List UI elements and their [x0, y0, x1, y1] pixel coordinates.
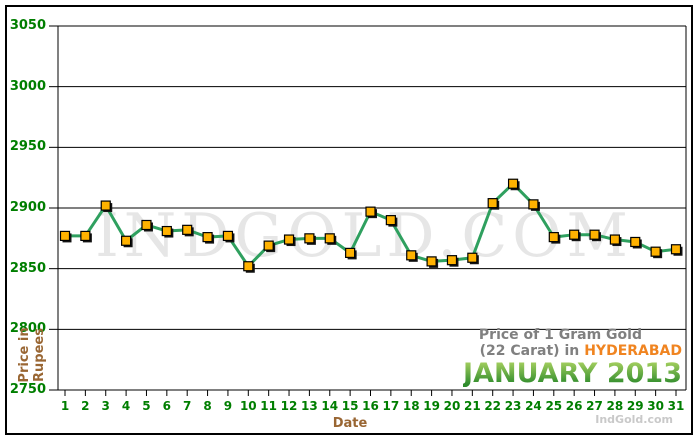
- x-axis-title: Date: [332, 416, 368, 431]
- data-point-marker: [569, 229, 580, 240]
- data-point-marker: [100, 200, 111, 211]
- data-point-marker: [365, 206, 376, 217]
- data-point-marker: [609, 234, 621, 245]
- caption-period: JANUARY 2013: [463, 358, 682, 389]
- caption-line2: (22 Carat) in HYDERABAD: [463, 343, 682, 359]
- data-point-marker: [589, 229, 600, 240]
- y-axis-title-line2: Rupees: [32, 328, 47, 382]
- data-point-marker: [120, 235, 132, 246]
- data-point-marker: [548, 232, 559, 243]
- data-point-marker: [406, 250, 417, 261]
- data-point-marker: [59, 230, 71, 242]
- site-credit: IndGold.com: [595, 413, 673, 426]
- y-axis-title: Price in Rupees: [17, 314, 49, 396]
- data-point-marker: [283, 234, 295, 245]
- data-point-marker: [324, 233, 335, 244]
- data-point-marker: [507, 178, 519, 189]
- data-point-marker: [650, 246, 661, 257]
- caption-city: HYDERABAD: [584, 343, 682, 359]
- data-point-marker: [243, 261, 254, 272]
- price-line: [63, 182, 678, 268]
- data-point-marker: [446, 255, 458, 266]
- data-point-marker: [467, 252, 478, 263]
- data-point-marker: [80, 230, 91, 242]
- data-point-marker: [487, 198, 498, 209]
- data-point-marker: [630, 236, 641, 248]
- y-axis-title-line1: Price in: [17, 327, 32, 383]
- data-point-marker: [426, 256, 437, 267]
- data-point-marker: [528, 199, 539, 210]
- chart-caption: Price of 1 Gram Gold (22 Carat) in HYDERA…: [463, 327, 682, 387]
- data-point-marker: [141, 219, 152, 231]
- data-point-marker: [202, 232, 213, 243]
- image-border: [5, 5, 693, 435]
- data-point-marker: [161, 225, 172, 237]
- caption-line1: Price of 1 Gram Gold: [478, 327, 642, 343]
- data-point-marker: [345, 247, 356, 258]
- data-point-marker: [304, 233, 315, 244]
- data-point-marker: [385, 215, 396, 226]
- data-point-marker: [263, 240, 274, 251]
- data-point-marker: [222, 230, 234, 242]
- data-point-marker: [670, 244, 682, 255]
- data-point-marker: [182, 224, 193, 235]
- caption-carat-text: (22 Carat) in: [479, 343, 580, 359]
